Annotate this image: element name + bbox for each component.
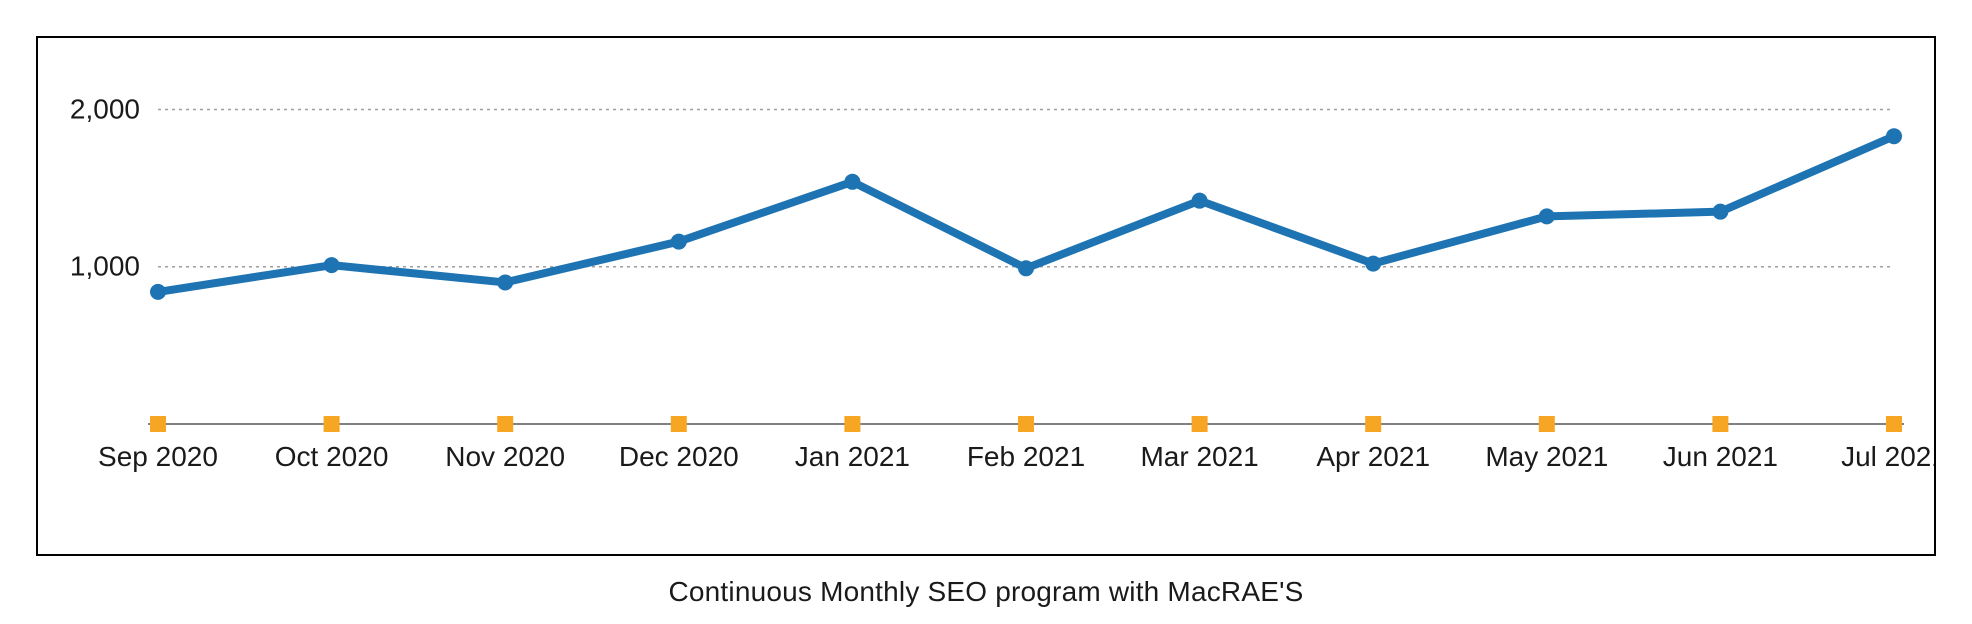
x-tick-label: Mar 2021 bbox=[1140, 441, 1258, 472]
x-axis-marker bbox=[671, 416, 687, 432]
data-point bbox=[1018, 260, 1034, 276]
chart-caption: Continuous Monthly SEO program with MacR… bbox=[0, 576, 1972, 608]
data-point bbox=[671, 234, 687, 250]
chart-container: 1,000 2,000 Sep 2020 Oct 2020 Nov 2020 Dec 20… bbox=[36, 36, 1936, 556]
x-axis-marker bbox=[1018, 416, 1034, 432]
data-point bbox=[324, 257, 340, 273]
x-axis-marker bbox=[497, 416, 513, 432]
x-axis-marker bbox=[1886, 416, 1902, 432]
x-axis-marker bbox=[324, 416, 340, 432]
x-tick-label: Nov 2020 bbox=[445, 441, 565, 472]
y-tick-label: 1,000 bbox=[70, 251, 140, 282]
y-tick-label: 2,000 bbox=[70, 93, 140, 124]
x-tick-label: Dec 2020 bbox=[619, 441, 739, 472]
x-axis-marker bbox=[1712, 416, 1728, 432]
x-tick-label: Sep 2020 bbox=[98, 441, 218, 472]
x-tick-label: May 2021 bbox=[1485, 441, 1608, 472]
x-tick-label: Jan 2021 bbox=[795, 441, 910, 472]
x-tick-label: Jun 2021 bbox=[1663, 441, 1778, 472]
x-axis-marker bbox=[1192, 416, 1208, 432]
x-tick-label: Jul 2021 bbox=[1841, 441, 1934, 472]
data-point bbox=[1365, 256, 1381, 272]
data-point bbox=[1712, 204, 1728, 220]
data-point bbox=[150, 284, 166, 300]
x-axis-marker bbox=[150, 416, 166, 432]
x-axis-marker bbox=[1365, 416, 1381, 432]
data-point bbox=[844, 174, 860, 190]
x-tick-label: Feb 2021 bbox=[967, 441, 1085, 472]
x-tick-label: Oct 2020 bbox=[275, 441, 389, 472]
x-axis-marker bbox=[1539, 416, 1555, 432]
data-point bbox=[1539, 208, 1555, 224]
data-point bbox=[1886, 128, 1902, 144]
x-tick-label: Apr 2021 bbox=[1316, 441, 1430, 472]
x-axis-marker bbox=[844, 416, 860, 432]
data-point bbox=[1192, 193, 1208, 209]
data-point bbox=[497, 274, 513, 290]
chart-svg: 1,000 2,000 Sep 2020 Oct 2020 Nov 2020 Dec 20… bbox=[38, 38, 1934, 554]
